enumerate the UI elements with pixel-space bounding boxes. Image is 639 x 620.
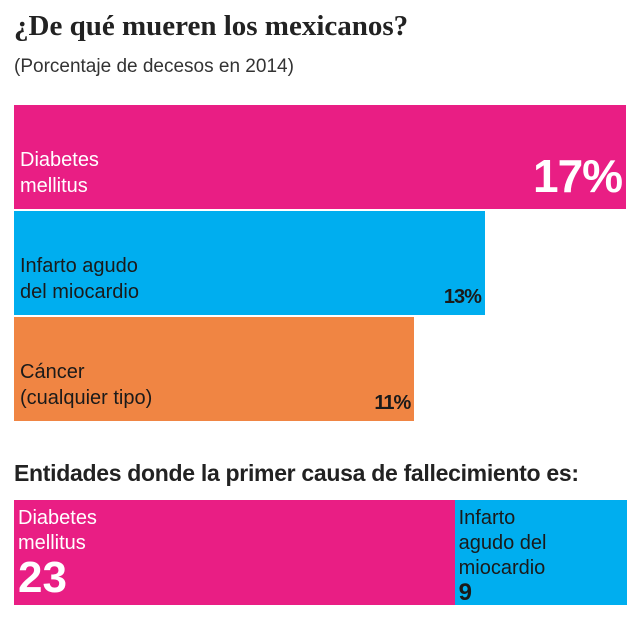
bar: Infarto agudo del miocardio 13% [14, 211, 485, 315]
bar-value-label: 13% [443, 286, 482, 308]
segment-value-label: 23 [18, 553, 67, 602]
bar-label: Cáncer (cualquier tipo) [20, 361, 153, 409]
segment-value-label: 9 [458, 579, 472, 606]
bar-value-label: 11% [374, 392, 411, 414]
segment-label: Infarto agudo del miocardio 9 [458, 507, 547, 606]
bar: Diabetes mellitus 17% [14, 105, 627, 209]
chart-subtitle: (Porcentaje de decesos en 2014) [14, 56, 294, 77]
bar-label: Diabetes mellitus [20, 149, 99, 197]
bar-label: Infarto agudo del miocardio [20, 255, 139, 303]
stacked-segment: Diabetes mellitus 23 [14, 500, 455, 605]
section-heading: Entidades donde la primer causa de falle… [14, 460, 579, 486]
bar-value-label: 17% [533, 150, 623, 202]
stacked-segment: Infarto agudo del miocardio 9 [454, 500, 627, 606]
segment-label: Diabetes mellitus 23 [18, 507, 97, 602]
chart-title: ¿De qué mueren los mexicanos? [14, 10, 409, 42]
bar: Cáncer (cualquier tipo) 11% [14, 317, 415, 421]
